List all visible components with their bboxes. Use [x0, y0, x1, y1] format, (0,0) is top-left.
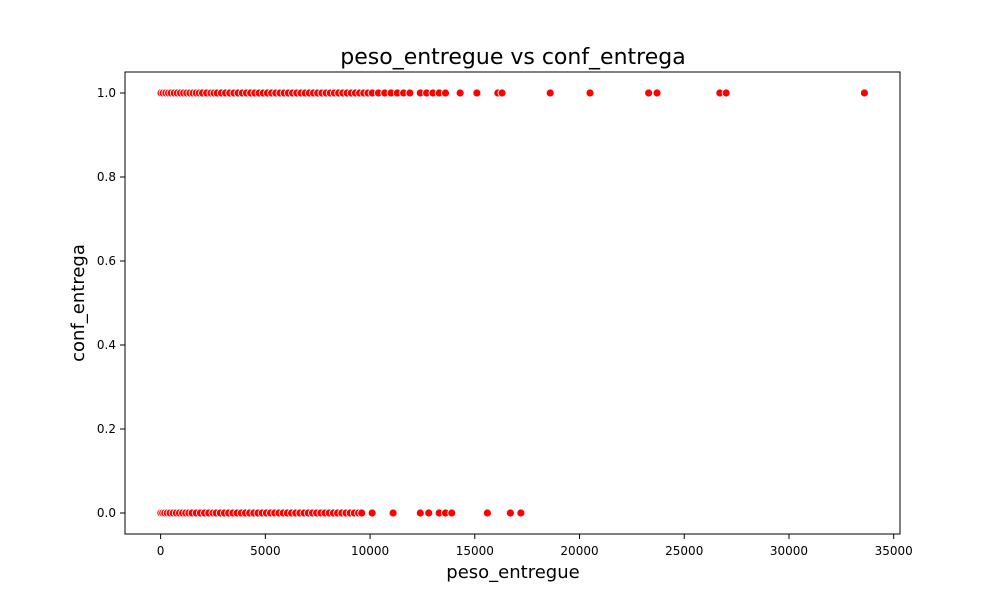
- scatter-point: [447, 508, 457, 518]
- scatter-point: [652, 88, 662, 98]
- ticks-layer: 0 5000 10000 15000 20000 25000 30000 35000 0.0 0.…: [97, 86, 913, 558]
- scatter-point: [424, 508, 434, 518]
- y-tick-label: 0.6: [97, 254, 116, 268]
- scatter-point: [405, 88, 415, 98]
- x-tick-label: 30000: [770, 544, 808, 558]
- scatter-point: [357, 508, 367, 518]
- scatter-point: [482, 508, 492, 518]
- x-tick-label: 15000: [456, 544, 494, 558]
- y-tick-label: 0.4: [97, 338, 116, 352]
- points-layer: [156, 88, 869, 518]
- x-tick-label: 20000: [560, 544, 598, 558]
- y-tick-label: 0.2: [97, 422, 116, 436]
- x-tick-label: 5000: [250, 544, 281, 558]
- plot-frame: [124, 71, 901, 535]
- scatter-point: [721, 88, 731, 98]
- scatter-point: [859, 88, 869, 98]
- scatter-point: [415, 508, 425, 518]
- x-tick-label: 10000: [351, 544, 389, 558]
- scatter-point: [367, 508, 377, 518]
- scatter-point: [388, 508, 398, 518]
- y-tick-label: 0.8: [97, 170, 116, 184]
- scatter-point: [585, 88, 595, 98]
- y-axis-label: conf_entrega: [68, 244, 89, 362]
- y-tick-label: 0.0: [97, 506, 116, 520]
- scatter-point: [497, 88, 507, 98]
- x-tick-label: 0: [157, 544, 165, 558]
- x-axis-label: peso_entregue: [446, 562, 579, 583]
- scatter-point: [455, 88, 465, 98]
- scatter-point: [441, 88, 450, 98]
- scatter-point: [516, 508, 526, 518]
- scatter-point: [506, 508, 515, 518]
- scatter-point: [644, 88, 654, 98]
- x-tick-label: 25000: [665, 544, 703, 558]
- chart-title: peso_entregue vs conf_entrega: [340, 45, 685, 70]
- scatter-point: [472, 88, 482, 98]
- x-tick-label: 35000: [875, 544, 913, 558]
- y-tick-label: 1.0: [97, 86, 116, 100]
- scatter-point: [545, 88, 555, 98]
